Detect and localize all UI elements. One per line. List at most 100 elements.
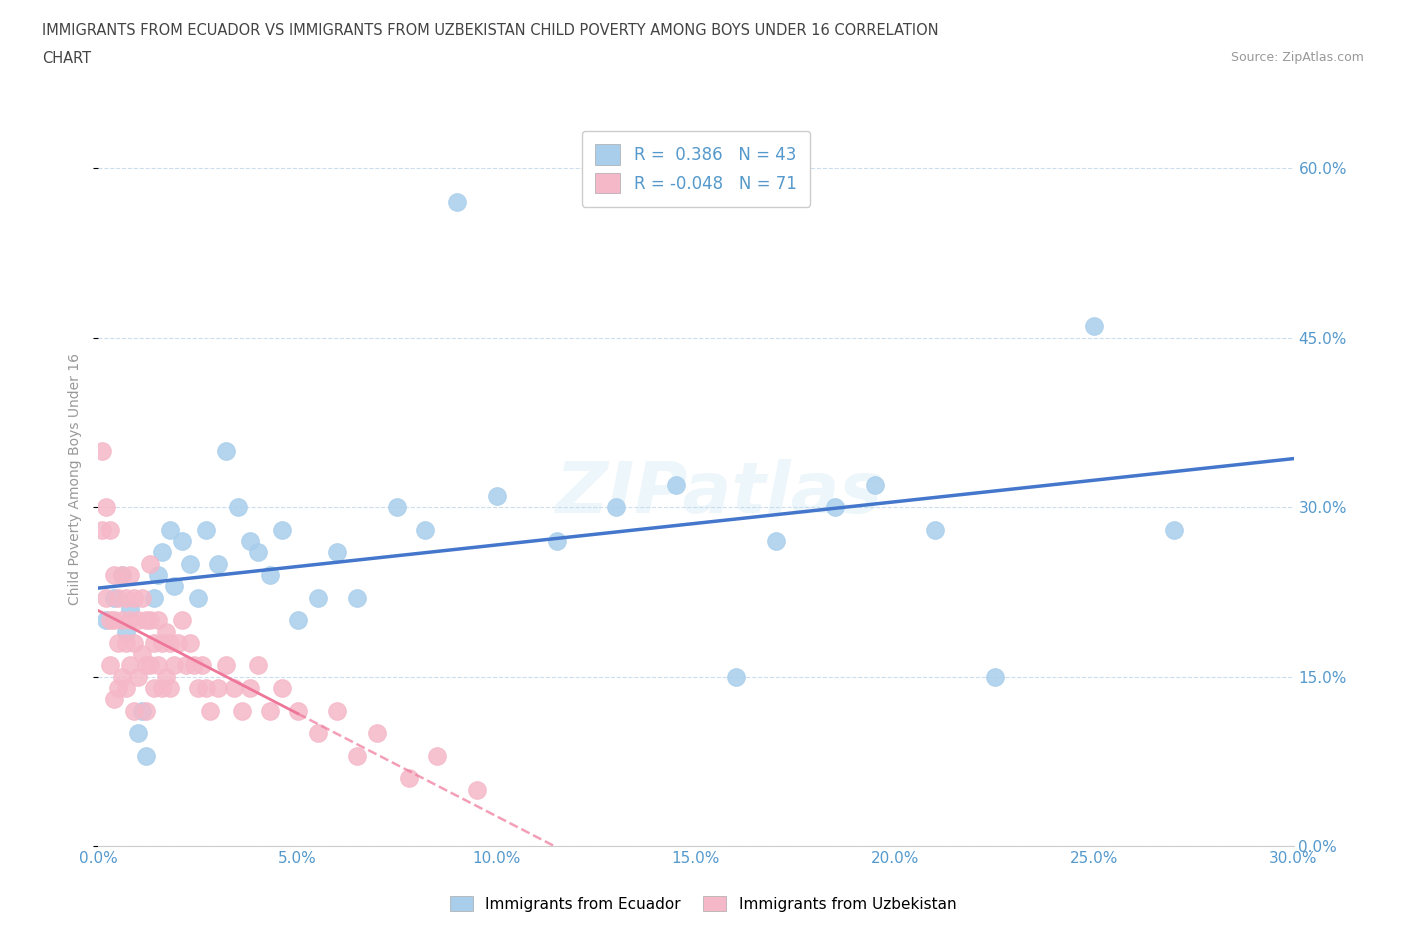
Point [179,556,201,571]
Text: ZIPatlas: ZIPatlas [557,459,883,528]
Point [98,523,122,538]
Point [103,613,125,628]
Point [150,681,173,696]
Point [485,488,508,503]
Point [307,591,329,605]
Point [120,567,142,582]
Point [605,499,627,514]
Point [239,681,262,696]
Point [984,670,1007,684]
Point [239,534,262,549]
Point [111,613,134,628]
Point [107,635,129,650]
Point [148,613,170,628]
Point [259,703,281,718]
Point [426,749,449,764]
Point [446,194,468,209]
Point [183,658,205,673]
Legend: R =  0.386   N = 43, R = -0.048   N = 71: R = 0.386 N = 43, R = -0.048 N = 71 [582,131,810,206]
Point [465,782,488,797]
Point [96,499,118,514]
Point [115,681,138,696]
Point [96,591,118,605]
Point [159,523,181,538]
Point [124,703,146,718]
Point [326,703,349,718]
Point [103,591,125,605]
Point [103,567,125,582]
Point [131,646,153,661]
Point [124,591,146,605]
Point [111,567,134,582]
Point [107,681,129,696]
Point [287,613,309,628]
Point [135,749,157,764]
Point [163,578,186,593]
Point [120,613,142,628]
Point [148,567,170,582]
Point [195,681,218,696]
Point [824,499,846,514]
Point [111,567,134,582]
Point [385,499,409,514]
Point [1163,523,1185,538]
Point [155,670,177,684]
Point [98,658,122,673]
Point [665,477,688,492]
Point [246,545,269,560]
Point [148,658,170,673]
Point [287,703,309,718]
Point [724,670,747,684]
Point [159,635,181,650]
Point [215,658,238,673]
Point [172,534,194,549]
Point [111,670,134,684]
Text: Source: ZipAtlas.com: Source: ZipAtlas.com [1230,51,1364,64]
Point [120,602,142,617]
Point [96,613,118,628]
Point [139,613,162,628]
Point [172,613,194,628]
Point [143,591,166,605]
Point [187,681,209,696]
Point [135,658,157,673]
Point [207,556,229,571]
Point [91,444,114,458]
Point [207,681,229,696]
Point [98,613,122,628]
Point [143,635,166,650]
Point [179,635,201,650]
Point [159,681,181,696]
Point [259,567,281,582]
Point [124,635,146,650]
Point [163,658,186,673]
Point [115,624,138,639]
Point [346,749,368,764]
Point [765,534,787,549]
Point [155,624,177,639]
Point [131,591,153,605]
Point [215,444,238,458]
Legend: Immigrants from Ecuador, Immigrants from Uzbekistan: Immigrants from Ecuador, Immigrants from… [444,889,962,918]
Point [366,725,388,740]
Point [307,725,329,740]
Point [107,591,129,605]
Point [198,703,221,718]
Point [326,545,349,560]
Point [115,635,138,650]
Point [167,635,190,650]
Point [127,670,149,684]
Point [139,556,162,571]
Point [226,499,249,514]
Point [413,523,436,538]
Text: IMMIGRANTS FROM ECUADOR VS IMMIGRANTS FROM UZBEKISTAN CHILD POVERTY AMONG BOYS U: IMMIGRANTS FROM ECUADOR VS IMMIGRANTS FR… [42,23,939,38]
Point [91,523,114,538]
Point [150,635,173,650]
Point [131,703,153,718]
Point [865,477,887,492]
Point [127,613,149,628]
Y-axis label: Child Poverty Among Boys Under 16: Child Poverty Among Boys Under 16 [69,353,83,604]
Point [174,658,197,673]
Point [346,591,368,605]
Point [127,725,149,740]
